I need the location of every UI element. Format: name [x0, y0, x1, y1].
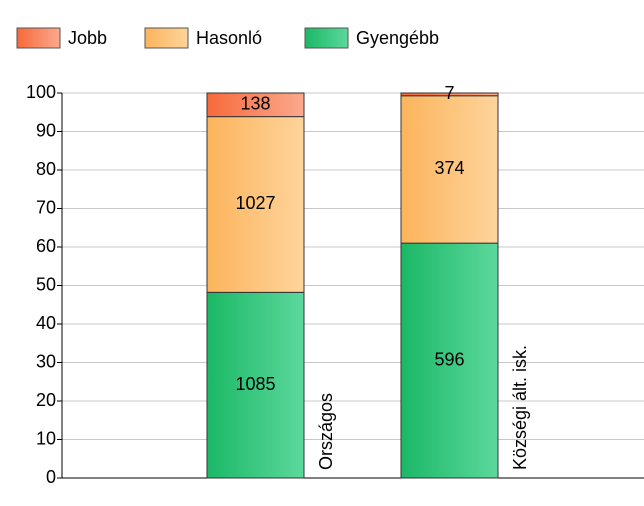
legend-swatch — [144, 27, 189, 49]
data-label: 138 — [240, 94, 270, 114]
bar-segment — [400, 242, 499, 479]
y-tick-label: 10 — [36, 428, 56, 448]
legend-label: Gyengébb — [356, 28, 439, 48]
data-label: 7 — [444, 83, 454, 103]
y-tick-label: 40 — [36, 313, 56, 333]
y-tick-label: 20 — [36, 390, 56, 410]
legend-label: Jobb — [68, 28, 107, 48]
y-tick-label: 0 — [46, 467, 56, 487]
y-tick-label: 70 — [36, 197, 56, 217]
bar-segment — [400, 95, 499, 244]
bar-segment — [206, 92, 305, 118]
x-tick-label: Községi ált. isk. — [510, 345, 530, 470]
legend-swatch — [304, 27, 349, 49]
y-tick-label: 50 — [36, 274, 56, 294]
bar-segment — [206, 291, 305, 479]
y-tick-label: 60 — [36, 236, 56, 256]
y-tick-label: 90 — [36, 120, 56, 140]
legend-swatch — [16, 27, 61, 49]
x-tick-label: Országos — [316, 393, 336, 470]
data-label: 596 — [434, 349, 464, 369]
data-label: 1085 — [235, 374, 275, 394]
legend-label: Hasonló — [196, 28, 262, 48]
y-tick-label: 100 — [26, 82, 56, 102]
y-tick-label: 30 — [36, 351, 56, 371]
bar-segment — [206, 116, 305, 293]
data-label: 1027 — [235, 193, 275, 213]
y-tick-label: 80 — [36, 159, 56, 179]
data-label: 374 — [434, 158, 464, 178]
bar-segment — [400, 92, 499, 97]
